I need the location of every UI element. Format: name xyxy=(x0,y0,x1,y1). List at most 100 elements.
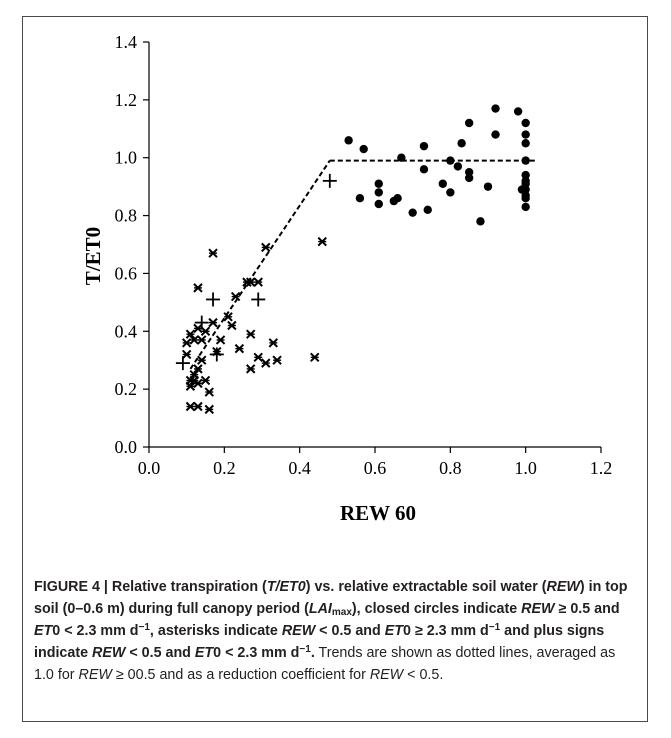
plus-point xyxy=(251,292,266,307)
plus-point xyxy=(209,347,224,362)
y-tick-label: 0.6 xyxy=(115,263,138,283)
axes: 0.0 0.2 0.4 0.6 0.8 1.0 1.2 1.4 0.0 0.2 0.4 0.6 0.8 1… xyxy=(115,32,613,478)
asterisk-point xyxy=(204,404,214,415)
asterisk-point xyxy=(317,236,327,247)
circle-point xyxy=(419,165,429,174)
figure-frame xyxy=(22,16,648,722)
x-tick-label: 0.4 xyxy=(288,458,311,478)
asterisk-point xyxy=(197,335,207,345)
circle-point xyxy=(483,182,493,191)
circle-point xyxy=(521,118,530,128)
plus-point xyxy=(206,292,221,307)
asterisk-point xyxy=(197,355,207,365)
circle-point xyxy=(464,118,474,128)
asterisk-point xyxy=(268,338,279,348)
y-tick-label: 0.8 xyxy=(115,206,138,226)
x-tick-label: 0.8 xyxy=(439,458,462,478)
asterisk-point xyxy=(200,326,211,336)
asterisk-point xyxy=(223,312,233,322)
asterisk-point xyxy=(227,320,237,331)
asterisk-point xyxy=(185,381,196,391)
trend-line xyxy=(189,160,331,370)
asterisk-point xyxy=(189,335,199,345)
asterisk-point xyxy=(208,317,218,328)
circle-point xyxy=(521,185,530,194)
circle-point xyxy=(446,156,455,165)
y-axis-label: T/ET0 xyxy=(81,227,105,285)
x-tick-label: 0.0 xyxy=(138,458,161,478)
circle-point xyxy=(359,144,368,154)
caption-normal-text: Trends are shown as dotted lines, averag… xyxy=(34,645,616,683)
asterisk-point xyxy=(310,352,320,363)
circle-point xyxy=(423,205,432,214)
circle-point xyxy=(521,194,530,203)
asterisk-point xyxy=(245,364,256,374)
asterisk-point xyxy=(245,277,256,287)
y-tick-label: 0.4 xyxy=(115,321,138,341)
circle-point xyxy=(491,104,500,113)
circle-point xyxy=(521,130,530,139)
data-points xyxy=(175,104,530,415)
x-tick-label: 0.6 xyxy=(364,458,387,478)
circle-point xyxy=(521,179,530,188)
plus-point xyxy=(322,173,337,188)
asterisk-point xyxy=(261,358,271,368)
asterisk-point xyxy=(193,283,203,293)
circle-point xyxy=(491,130,500,139)
circle-point xyxy=(446,188,455,197)
asterisk-point xyxy=(245,329,256,339)
asterisk-point xyxy=(181,349,192,360)
plus-point xyxy=(175,356,190,371)
circle-point xyxy=(419,141,429,151)
asterisk-point xyxy=(208,248,218,258)
asterisk-point xyxy=(193,364,203,374)
asterisk-point xyxy=(181,338,192,348)
circle-point xyxy=(513,107,523,116)
asterisk-point xyxy=(193,378,203,389)
scatter-plot: T/ET0 REW 60 0.00.20.40.60.81.01.21.40.0… xyxy=(81,32,613,525)
circle-point xyxy=(393,194,402,203)
circle-point xyxy=(521,202,530,212)
circle-point xyxy=(464,167,474,177)
y-tick-label: 1.2 xyxy=(115,90,138,110)
asterisk-point xyxy=(253,352,263,363)
asterisk-point xyxy=(234,343,245,354)
circle-point xyxy=(476,217,485,226)
circle-point xyxy=(408,208,417,217)
asterisk-point xyxy=(272,355,282,365)
circle-point xyxy=(438,179,447,188)
asterisk-point xyxy=(253,277,263,287)
asterisk-point xyxy=(204,387,214,397)
x-axis-label: REW 60 xyxy=(340,501,416,525)
x-tick-label: 1.0 xyxy=(514,458,537,478)
circle-point xyxy=(397,153,406,162)
y-tick-label: 0.0 xyxy=(115,437,138,457)
asterisk-point xyxy=(185,329,196,339)
circle-point xyxy=(453,162,463,171)
y-tick-label: 1.0 xyxy=(115,148,138,168)
asterisk-point xyxy=(261,242,271,253)
circle-point xyxy=(374,179,383,188)
circle-point xyxy=(374,188,383,197)
asterisk-point xyxy=(185,401,196,412)
y-tick-label: 0.2 xyxy=(115,379,138,399)
circle-point xyxy=(374,199,383,209)
asterisk-point xyxy=(215,335,226,345)
circle-point xyxy=(521,139,530,148)
circle-point xyxy=(521,170,530,180)
x-tick-label: 0.2 xyxy=(213,458,236,478)
figure-caption: FIGURE 4 | Relative transpiration (T/ET0… xyxy=(34,576,634,686)
asterisk-point xyxy=(193,401,203,412)
plus-point xyxy=(194,315,209,330)
circle-point xyxy=(464,173,474,183)
x-tick-label: 1.2 xyxy=(590,458,613,478)
circle-point xyxy=(355,194,365,203)
trend-lines xyxy=(189,159,537,370)
circle-point xyxy=(521,156,530,165)
y-tick-label: 1.4 xyxy=(115,32,138,52)
circle-point xyxy=(457,139,466,148)
asterisk-point xyxy=(193,323,203,334)
circle-point xyxy=(344,136,353,145)
asterisk-point xyxy=(200,375,211,386)
caption-bold-text: FIGURE 4 | Relative transpiration (T/ET0… xyxy=(34,579,628,661)
